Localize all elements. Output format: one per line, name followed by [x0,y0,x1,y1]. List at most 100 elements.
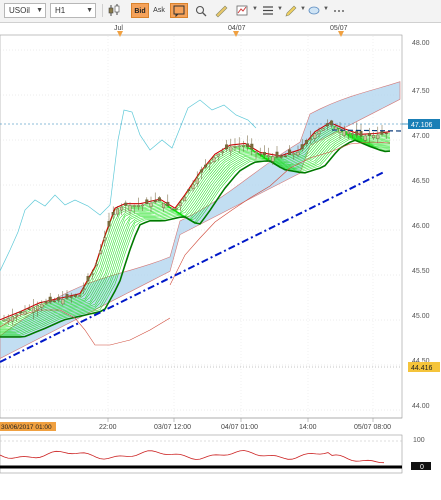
candle-body [367,133,371,136]
oscillator-panel[interactable]: 100 0 [0,434,440,474]
price-axis-label: 45.50 [412,268,430,275]
oscillator-line [0,450,385,464]
lines-button[interactable] [260,3,276,18]
chevron-down-icon[interactable]: ▼ [323,6,329,12]
draw-tool-button[interactable] [213,3,229,18]
candle-body [36,305,40,310]
more-button[interactable] [331,3,347,18]
main-chart-frame [0,34,403,419]
more-icon [334,10,344,12]
price-axis-label: 47.00 [412,133,430,140]
timeframe-selector[interactable]: H1 ▼ [50,3,96,18]
candle-body [304,140,308,145]
price-axis-label: 44.50 [412,358,430,365]
candle-body [296,151,300,156]
candle-body [141,204,145,207]
hamburger-icon [263,6,273,15]
candle-body [183,196,187,202]
symbol-selector[interactable]: USOil ▼ [4,3,46,18]
candle-body [128,205,132,212]
chevron-down-icon[interactable]: ▼ [300,6,306,12]
candle-body [250,143,254,150]
candle-body [99,250,103,254]
zoom-button[interactable] [193,3,209,18]
candle-body [355,130,359,136]
candle-body [170,207,174,210]
marker-price-value: 44.416 [411,365,433,372]
candle-body [78,295,82,297]
candle-body [103,237,107,241]
candle-body [258,153,262,155]
candle-body [191,184,195,189]
price-axis-label: 48.00 [412,40,430,47]
oscillator-axis-label: 0 [420,464,424,471]
candle-body [237,145,241,148]
candle-body [313,133,317,139]
ichimoku-cloud [0,81,401,359]
ribbon-line [0,132,391,330]
candle-body [363,135,367,141]
candle-body [153,200,157,203]
ribbon-line [0,127,391,325]
trendline[interactable] [0,129,403,363]
indicators-button[interactable] [235,3,251,18]
candle-body [132,205,136,207]
bid-button[interactable]: Bid [131,3,149,18]
top-time-label: 05/07 [330,25,348,32]
candle-body [48,296,52,303]
candle-body [136,205,140,207]
chikou-line [0,99,257,272]
cursor-time-tag [0,422,56,431]
candle-body [233,146,237,148]
ribbon-line [0,134,391,332]
candle-body [279,155,283,158]
candle-body [124,202,128,206]
candle-body [204,164,208,168]
candle-body [73,294,77,297]
ribbon-line [0,127,391,326]
candle-body [174,208,178,210]
oscillator-axis-label: 100 [413,437,425,444]
lagging-line [169,141,391,286]
slow-ema-line [0,139,391,338]
trendline-button[interactable] [283,3,299,18]
candle-body [157,197,161,202]
candle-body [325,123,329,127]
candle-body [23,311,27,315]
candle-body [162,202,166,208]
candle-body [107,220,111,227]
ema-ribbon [0,122,391,338]
candle-body [254,151,258,154]
candle-body [111,211,115,216]
chevron-down-icon: ▼ [36,7,43,14]
ask-button[interactable]: Ask [153,7,165,14]
candle-body [65,294,69,299]
chevron-down-icon[interactable]: ▼ [277,6,283,12]
top-time-label: 04/07 [228,25,246,32]
candle-body [19,311,23,314]
candle-body [195,177,199,184]
price-axis-label: 46.00 [412,223,430,230]
current-price-tag [408,119,440,129]
bottom-time-axis: 30/06/2017 01:00 22:00 03/07 12:00 04/07… [0,417,402,431]
candle-body [44,301,48,304]
candle-body [187,189,191,191]
chevron-down-icon[interactable]: ▼ [252,6,258,12]
candle-body [330,120,334,126]
candle-body [351,133,355,135]
candle-body [31,307,35,313]
candle-body [61,299,65,305]
toolbar-divider [102,4,103,17]
candle-body [6,318,10,322]
shape-button[interactable] [306,3,322,18]
session-marker-icon [338,31,344,37]
ruler-icon [215,5,228,18]
candle-body [166,201,170,206]
ribbon-line [0,130,391,328]
crosshair-toggle-button[interactable] [170,3,188,18]
candle-body [212,156,216,162]
candle-body [15,314,19,317]
chart-type-button[interactable] [106,3,122,18]
candle-body [376,134,380,139]
